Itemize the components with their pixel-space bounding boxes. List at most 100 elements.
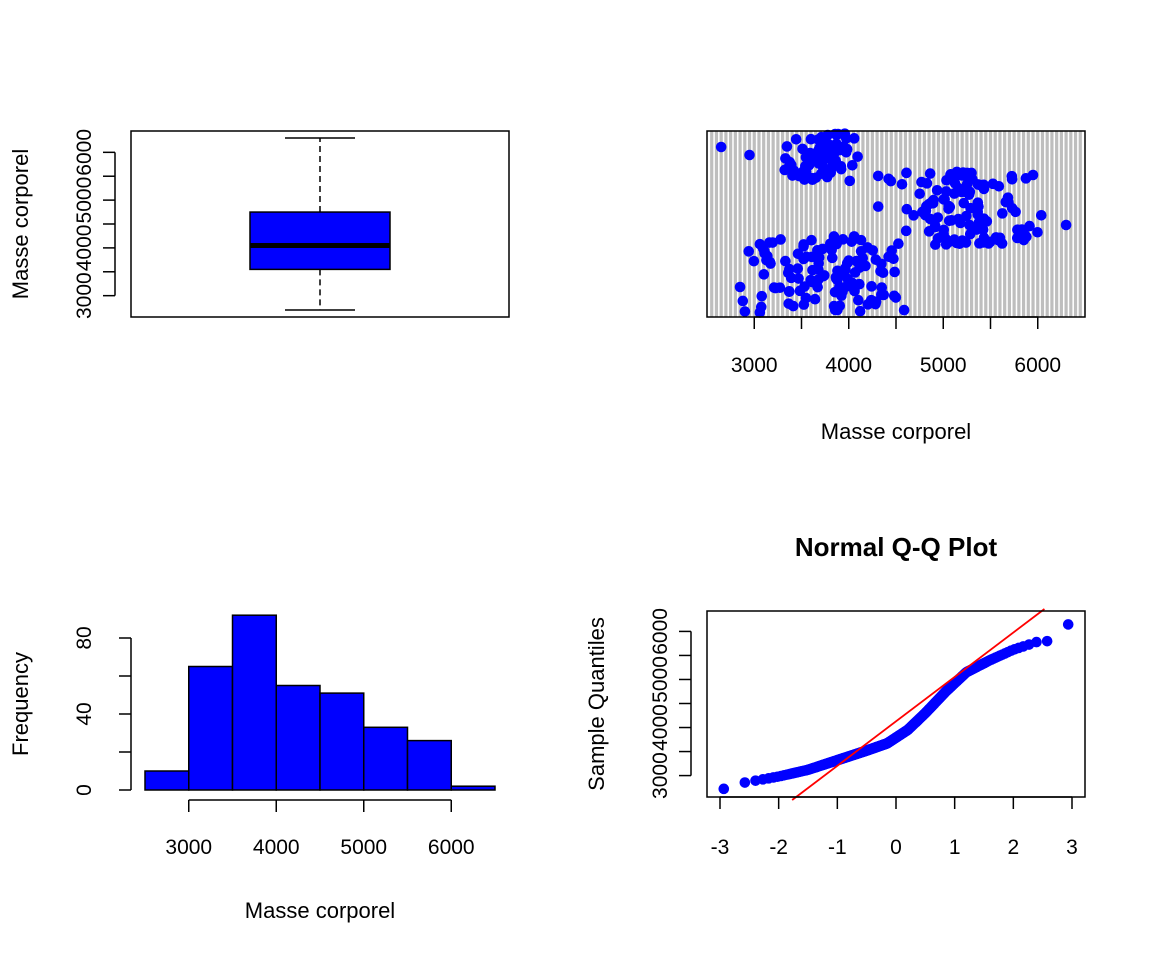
qqplot-point xyxy=(1041,635,1053,647)
histogram-y-tick-label: 80 xyxy=(73,626,96,649)
scatter-point xyxy=(847,160,858,171)
scatter-point xyxy=(973,201,984,212)
histogram-bar xyxy=(144,770,190,791)
qqplot-x-tick-label: 3 xyxy=(1066,836,1078,859)
scatter-point xyxy=(987,178,999,190)
scatter-point xyxy=(954,238,965,249)
scatter-point xyxy=(812,274,824,286)
scatter-point xyxy=(1035,209,1047,221)
histogram-y-axis-title: Frequency xyxy=(8,652,33,756)
histogram-panel: 3000 4000 5000 6000 0 40 80 Masse corporel Fr… xyxy=(8,614,496,923)
scatter-point xyxy=(792,263,804,274)
histogram-bars xyxy=(144,614,496,791)
scatter-point xyxy=(997,208,1008,219)
scatter-point xyxy=(1003,197,1014,208)
scatter-point xyxy=(758,269,770,280)
scatter-point xyxy=(794,285,806,297)
scatter-point xyxy=(870,296,882,308)
scatter-point xyxy=(806,234,817,246)
scatter-point xyxy=(798,239,810,250)
scatter-point xyxy=(837,286,848,297)
scatter-point xyxy=(898,304,910,316)
scatter-point xyxy=(938,194,950,205)
histogram-x-tick-label: 6000 xyxy=(428,836,475,859)
scatter-point xyxy=(839,128,851,139)
scatter-point xyxy=(1027,169,1039,181)
scatter-point xyxy=(944,236,955,248)
scatter-points xyxy=(715,128,1072,318)
histogram-y-tick-label: 40 xyxy=(73,702,96,725)
scatter-point xyxy=(946,171,958,183)
scatter-point xyxy=(981,216,993,227)
scatter-point xyxy=(759,245,770,257)
histogram-bar xyxy=(406,739,452,791)
scatter-point xyxy=(840,262,851,274)
scatter-point xyxy=(875,265,886,277)
qqplot-x-tick-label: 1 xyxy=(949,836,961,859)
scatter-point xyxy=(1011,232,1023,244)
boxplot-y-axis-title: Masse corporel xyxy=(8,149,33,299)
scatter-point xyxy=(908,210,919,221)
scatter-point xyxy=(848,133,860,144)
qqplot-y-tick-label: 4000 xyxy=(649,704,672,751)
scatter-point xyxy=(826,244,837,256)
histogram-x-axis: 3000 4000 5000 6000 xyxy=(165,799,475,859)
scatter-point xyxy=(862,242,873,253)
scatter-point xyxy=(1012,224,1023,235)
histogram-bar xyxy=(275,684,321,791)
scatter-point xyxy=(743,246,755,257)
boxplot-box-group xyxy=(249,137,391,311)
qqplot-point xyxy=(1062,619,1074,630)
scatter-point xyxy=(953,182,964,194)
scatter-point xyxy=(866,281,877,292)
qqplot-points xyxy=(718,619,1074,795)
qqplot-point xyxy=(718,783,730,795)
scatter-point xyxy=(924,168,936,179)
scatter-point xyxy=(853,294,864,306)
scatter-point xyxy=(923,226,935,237)
scatter-point xyxy=(1060,219,1072,231)
qqplot-x-tick-label: -1 xyxy=(828,836,847,859)
scatter-point xyxy=(1006,170,1018,182)
histogram-bar xyxy=(363,726,409,791)
scatter-point xyxy=(756,290,768,302)
scatter-point xyxy=(888,253,899,265)
scatter-point xyxy=(888,290,900,302)
scatter-point xyxy=(854,305,866,317)
scatter-point xyxy=(883,173,894,185)
qqplot-title: Normal Q-Q Plot xyxy=(795,532,998,562)
qqplot-x-tick-label: -3 xyxy=(711,836,730,859)
scatter-point xyxy=(744,149,755,161)
scatter-point xyxy=(872,170,884,182)
scatter-point xyxy=(779,164,791,176)
scatter-point xyxy=(784,263,795,275)
histogram-bar xyxy=(231,614,277,791)
scatter-point xyxy=(767,237,778,248)
scatter-point xyxy=(932,233,944,244)
scatter-point xyxy=(805,133,817,145)
scatter-point xyxy=(931,184,943,196)
qqplot-frame xyxy=(706,610,1086,798)
scatter-panel: 3000 4000 5000 6000 Masse corporel xyxy=(706,128,1086,444)
scatter-point xyxy=(770,282,781,294)
scatter-point xyxy=(739,306,751,317)
scatter-point xyxy=(831,138,842,150)
qqplot-x-tick-label: 2 xyxy=(1007,836,1019,859)
qqplot-point xyxy=(1031,636,1042,648)
scatter-point xyxy=(775,234,786,245)
histogram-x-axis-title: Masse corporel xyxy=(245,898,395,923)
scatter-point xyxy=(804,148,816,160)
scatter-x-tick-label: 3000 xyxy=(731,354,778,377)
scatter-point xyxy=(790,133,802,145)
boxplot-box xyxy=(249,211,391,271)
histogram-bar xyxy=(188,665,234,791)
scatter-point xyxy=(798,253,809,265)
scatter-point xyxy=(815,147,827,159)
scatter-x-tick-label: 4000 xyxy=(825,354,872,377)
scatter-point xyxy=(972,209,984,220)
histogram-bar xyxy=(450,785,496,791)
